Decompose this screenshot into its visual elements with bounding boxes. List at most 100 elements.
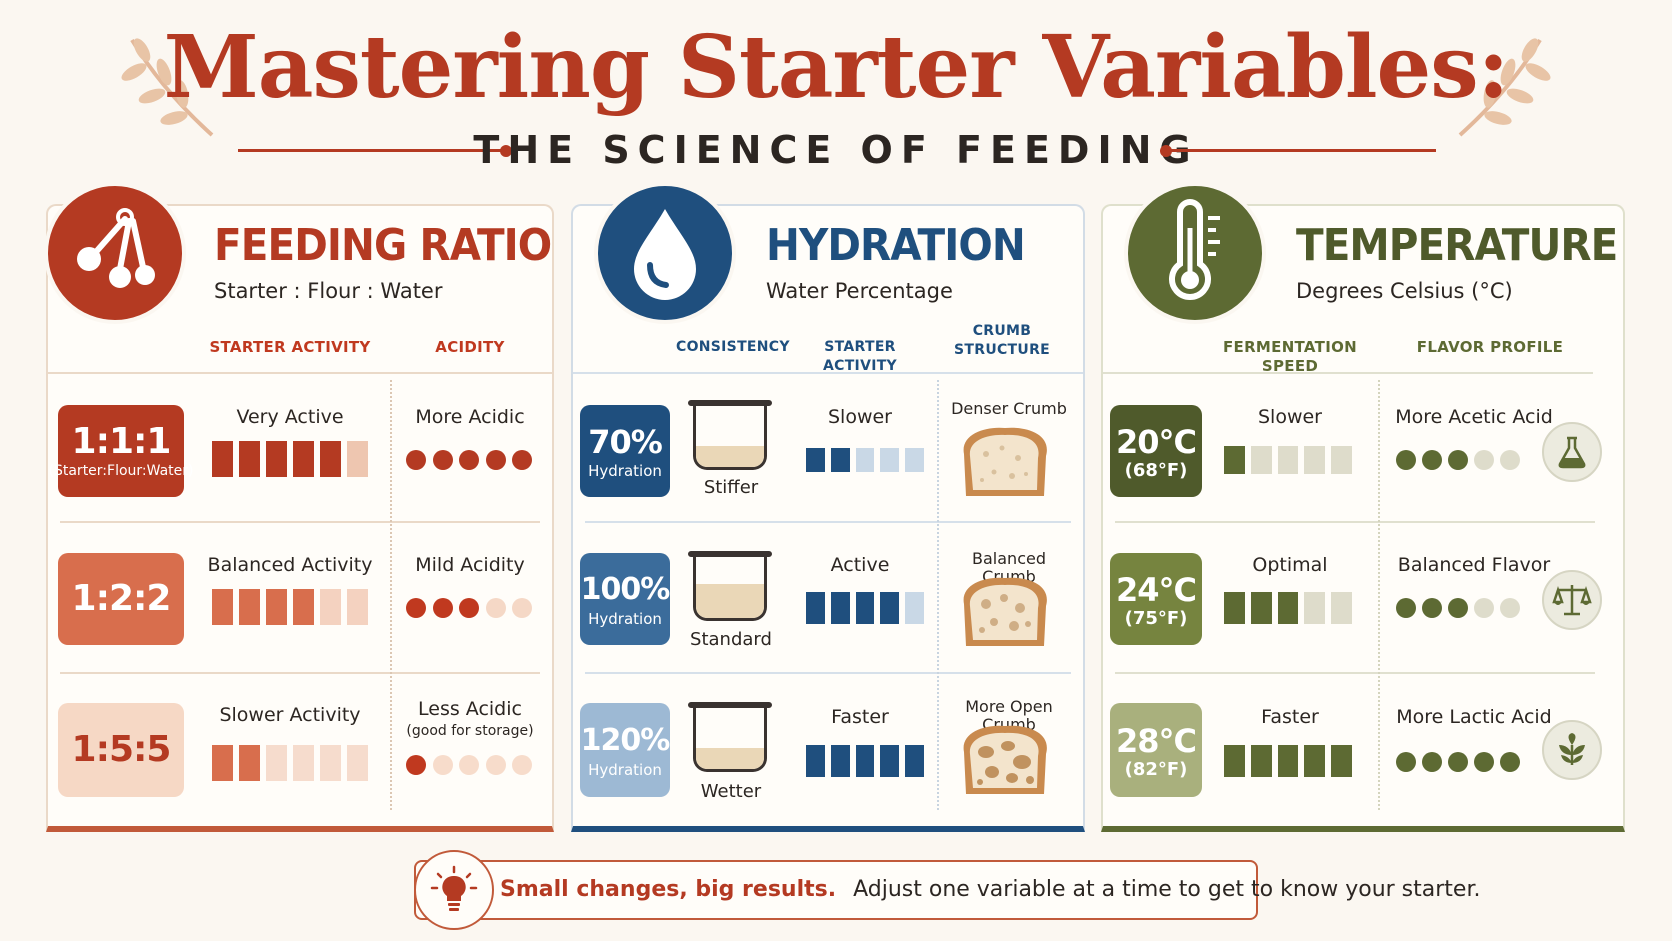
consistency-label: Standard [690,629,772,650]
level-dot [1474,598,1494,618]
hydration-unit: Hydration [588,462,662,480]
level-square [266,441,287,477]
feeding-col-activity: STARTER ACTIVITY [209,338,371,356]
temp-celsius: 20°C [1115,423,1197,461]
hydration-pill: 70% Hydration [580,405,670,497]
level-square [806,448,825,472]
temp-celsius: 24°C [1115,571,1197,609]
hydration-col-crumb: CRUMB STRUCTURE [954,323,1051,358]
level-dot [1474,752,1494,772]
level-square [293,441,314,477]
level-dot [1474,450,1494,470]
level-square [239,745,260,781]
level-square [212,441,233,477]
subtitle-row: THE SCIENCE OF FEEDING [0,120,1672,180]
hydration-percent: 70% [588,423,663,461]
level-square [806,592,825,624]
level-dot [1448,598,1468,618]
temp-fahrenheit: (75°F) [1124,608,1188,629]
level-square [855,592,875,624]
divider-left-dot [500,145,512,157]
feeding-row-rule-2 [60,672,540,674]
temperature-badge [1124,182,1266,324]
divider-left [238,149,506,152]
ratio-value: 1:5:5 [71,729,172,770]
activity-label: Slower [827,406,892,428]
flask-icon [1558,436,1586,469]
ratio-value: 1:1:1 [71,421,172,462]
flavor-icon-holder [1542,422,1602,482]
acidity-meter [406,755,532,775]
acidity-label: Less Acidic [418,698,522,720]
hydration-col-activity: STARTER ACTIVITY [823,339,897,374]
level-square [1224,446,1245,474]
level-square [880,448,900,472]
level-square [1277,592,1299,624]
wheat-right-icon [1458,38,1551,137]
flavor-label: More Lactic Acid [1396,706,1552,728]
hydration-unit: Hydration [588,761,662,779]
activity-label: Balanced Activity [207,554,373,576]
level-square [830,745,850,777]
level-square [830,448,850,472]
level-square [293,745,314,781]
level-dot [1500,752,1520,772]
hydration-col-consistency: CONSISTENCY [676,339,790,355]
level-square [320,745,341,781]
level-dot [512,755,532,775]
speed-meter [1224,446,1352,474]
flavor-label: More Acetic Acid [1395,406,1553,428]
level-dot [1500,598,1520,618]
activity-meter [806,448,924,472]
level-dot [406,755,426,775]
feeding-col-acidity: ACIDITY [435,338,505,356]
level-dot [485,598,506,618]
activity-meter [806,592,924,624]
leaf-sprout-icon [1559,733,1585,765]
jar-fill [696,445,764,467]
level-dot [432,755,453,775]
level-dot [485,755,506,775]
consistency-label: Wetter [700,781,762,802]
feeding-header-rule [48,372,552,374]
flavor-meter [1396,598,1520,618]
divider-right [1168,149,1436,152]
hydration-pill: 100% Hydration [580,553,670,645]
measuring-spoons-icon [77,208,155,288]
level-square [320,589,341,625]
level-dot [1396,752,1416,772]
acidity-label: More Acidic [415,406,525,428]
hydration-subtitle: Water Percentage [766,279,953,303]
open-bread-slice-icon [963,725,1047,794]
level-square [905,448,924,472]
thermometer-icon [1169,199,1220,300]
footer-tip-box [414,860,1258,920]
jar-rim [688,400,772,406]
activity-label: Very Active [236,406,344,428]
level-square [855,745,875,777]
jar-rim [688,702,772,708]
temperature-header-rule [1103,372,1593,374]
temperature-row-rule-1 [1115,521,1595,523]
temperature-pill: 20°C (68°F) [1110,405,1202,497]
level-dot [512,450,532,470]
hydration-percent: 120% [580,723,671,758]
dense-bread-slice-icon [963,427,1047,496]
level-square [905,745,924,777]
level-square [320,441,341,477]
activity-label: Faster [831,706,889,728]
level-square [212,745,233,781]
footer-text: Adjust one variable at a time to get to … [853,877,1481,902]
level-square [1304,745,1326,777]
acidity-label: Mild Acidity [415,554,525,576]
speed-label: Optimal [1252,554,1328,576]
level-square [905,592,924,624]
hydration-pill: 120% Hydration [580,703,670,797]
level-square [1250,446,1272,474]
hydration-header-rule [573,372,1083,374]
level-dot [1500,450,1520,470]
level-dot [1396,450,1416,470]
level-square [347,589,368,625]
level-square [880,745,900,777]
feeding-subtitle: Starter : Flour : Water [214,279,443,303]
